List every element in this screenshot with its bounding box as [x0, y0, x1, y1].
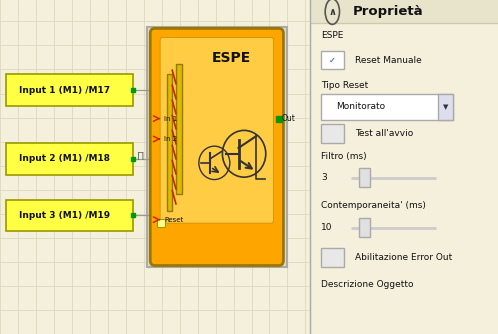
FancyBboxPatch shape — [150, 28, 283, 266]
Text: Input 3 (M1) /M19: Input 3 (M1) /M19 — [19, 211, 110, 220]
FancyBboxPatch shape — [160, 37, 273, 223]
Bar — [6, 74, 133, 106]
Bar — [157, 219, 165, 227]
Bar — [359, 168, 370, 187]
Text: ▼: ▼ — [443, 104, 448, 110]
Bar — [6, 199, 133, 231]
Text: Reset: Reset — [164, 217, 184, 223]
Bar — [359, 218, 370, 237]
Text: Reset Manuale: Reset Manuale — [355, 56, 422, 64]
Bar — [6, 143, 133, 174]
Text: ∧: ∧ — [328, 7, 336, 17]
Bar — [147, 27, 286, 267]
Text: ESPE: ESPE — [321, 31, 344, 39]
Bar — [321, 248, 344, 267]
Text: ✓: ✓ — [329, 56, 336, 64]
Text: Tipo Reset: Tipo Reset — [321, 81, 369, 90]
Bar — [438, 94, 453, 120]
Bar — [310, 0, 498, 23]
Text: In 2: In 2 — [164, 136, 178, 142]
Bar — [321, 124, 344, 143]
Bar — [167, 74, 172, 210]
Text: 10: 10 — [321, 223, 333, 232]
Text: Contemporaneita' (ms): Contemporaneita' (ms) — [321, 201, 426, 210]
Text: Monitorato: Monitorato — [336, 103, 385, 111]
Text: Out: Out — [282, 114, 296, 123]
Text: Descrizione Oggetto: Descrizione Oggetto — [321, 280, 413, 289]
Text: Filtro (ms): Filtro (ms) — [321, 153, 367, 161]
Bar — [176, 64, 181, 194]
Bar — [321, 94, 453, 120]
Text: Abilitazione Error Out: Abilitazione Error Out — [355, 253, 452, 262]
Text: Test all'avvio: Test all'avvio — [355, 129, 413, 138]
Text: Π: Π — [137, 152, 144, 162]
Text: Input 2 (M1) /M18: Input 2 (M1) /M18 — [19, 154, 110, 163]
Text: 3: 3 — [321, 173, 327, 182]
Text: Proprietà: Proprietà — [353, 5, 424, 18]
Text: ESPE: ESPE — [212, 51, 251, 65]
Text: In 1: In 1 — [164, 116, 178, 122]
Bar — [321, 51, 344, 69]
Text: Input 1 (M1) /M17: Input 1 (M1) /M17 — [19, 86, 110, 95]
